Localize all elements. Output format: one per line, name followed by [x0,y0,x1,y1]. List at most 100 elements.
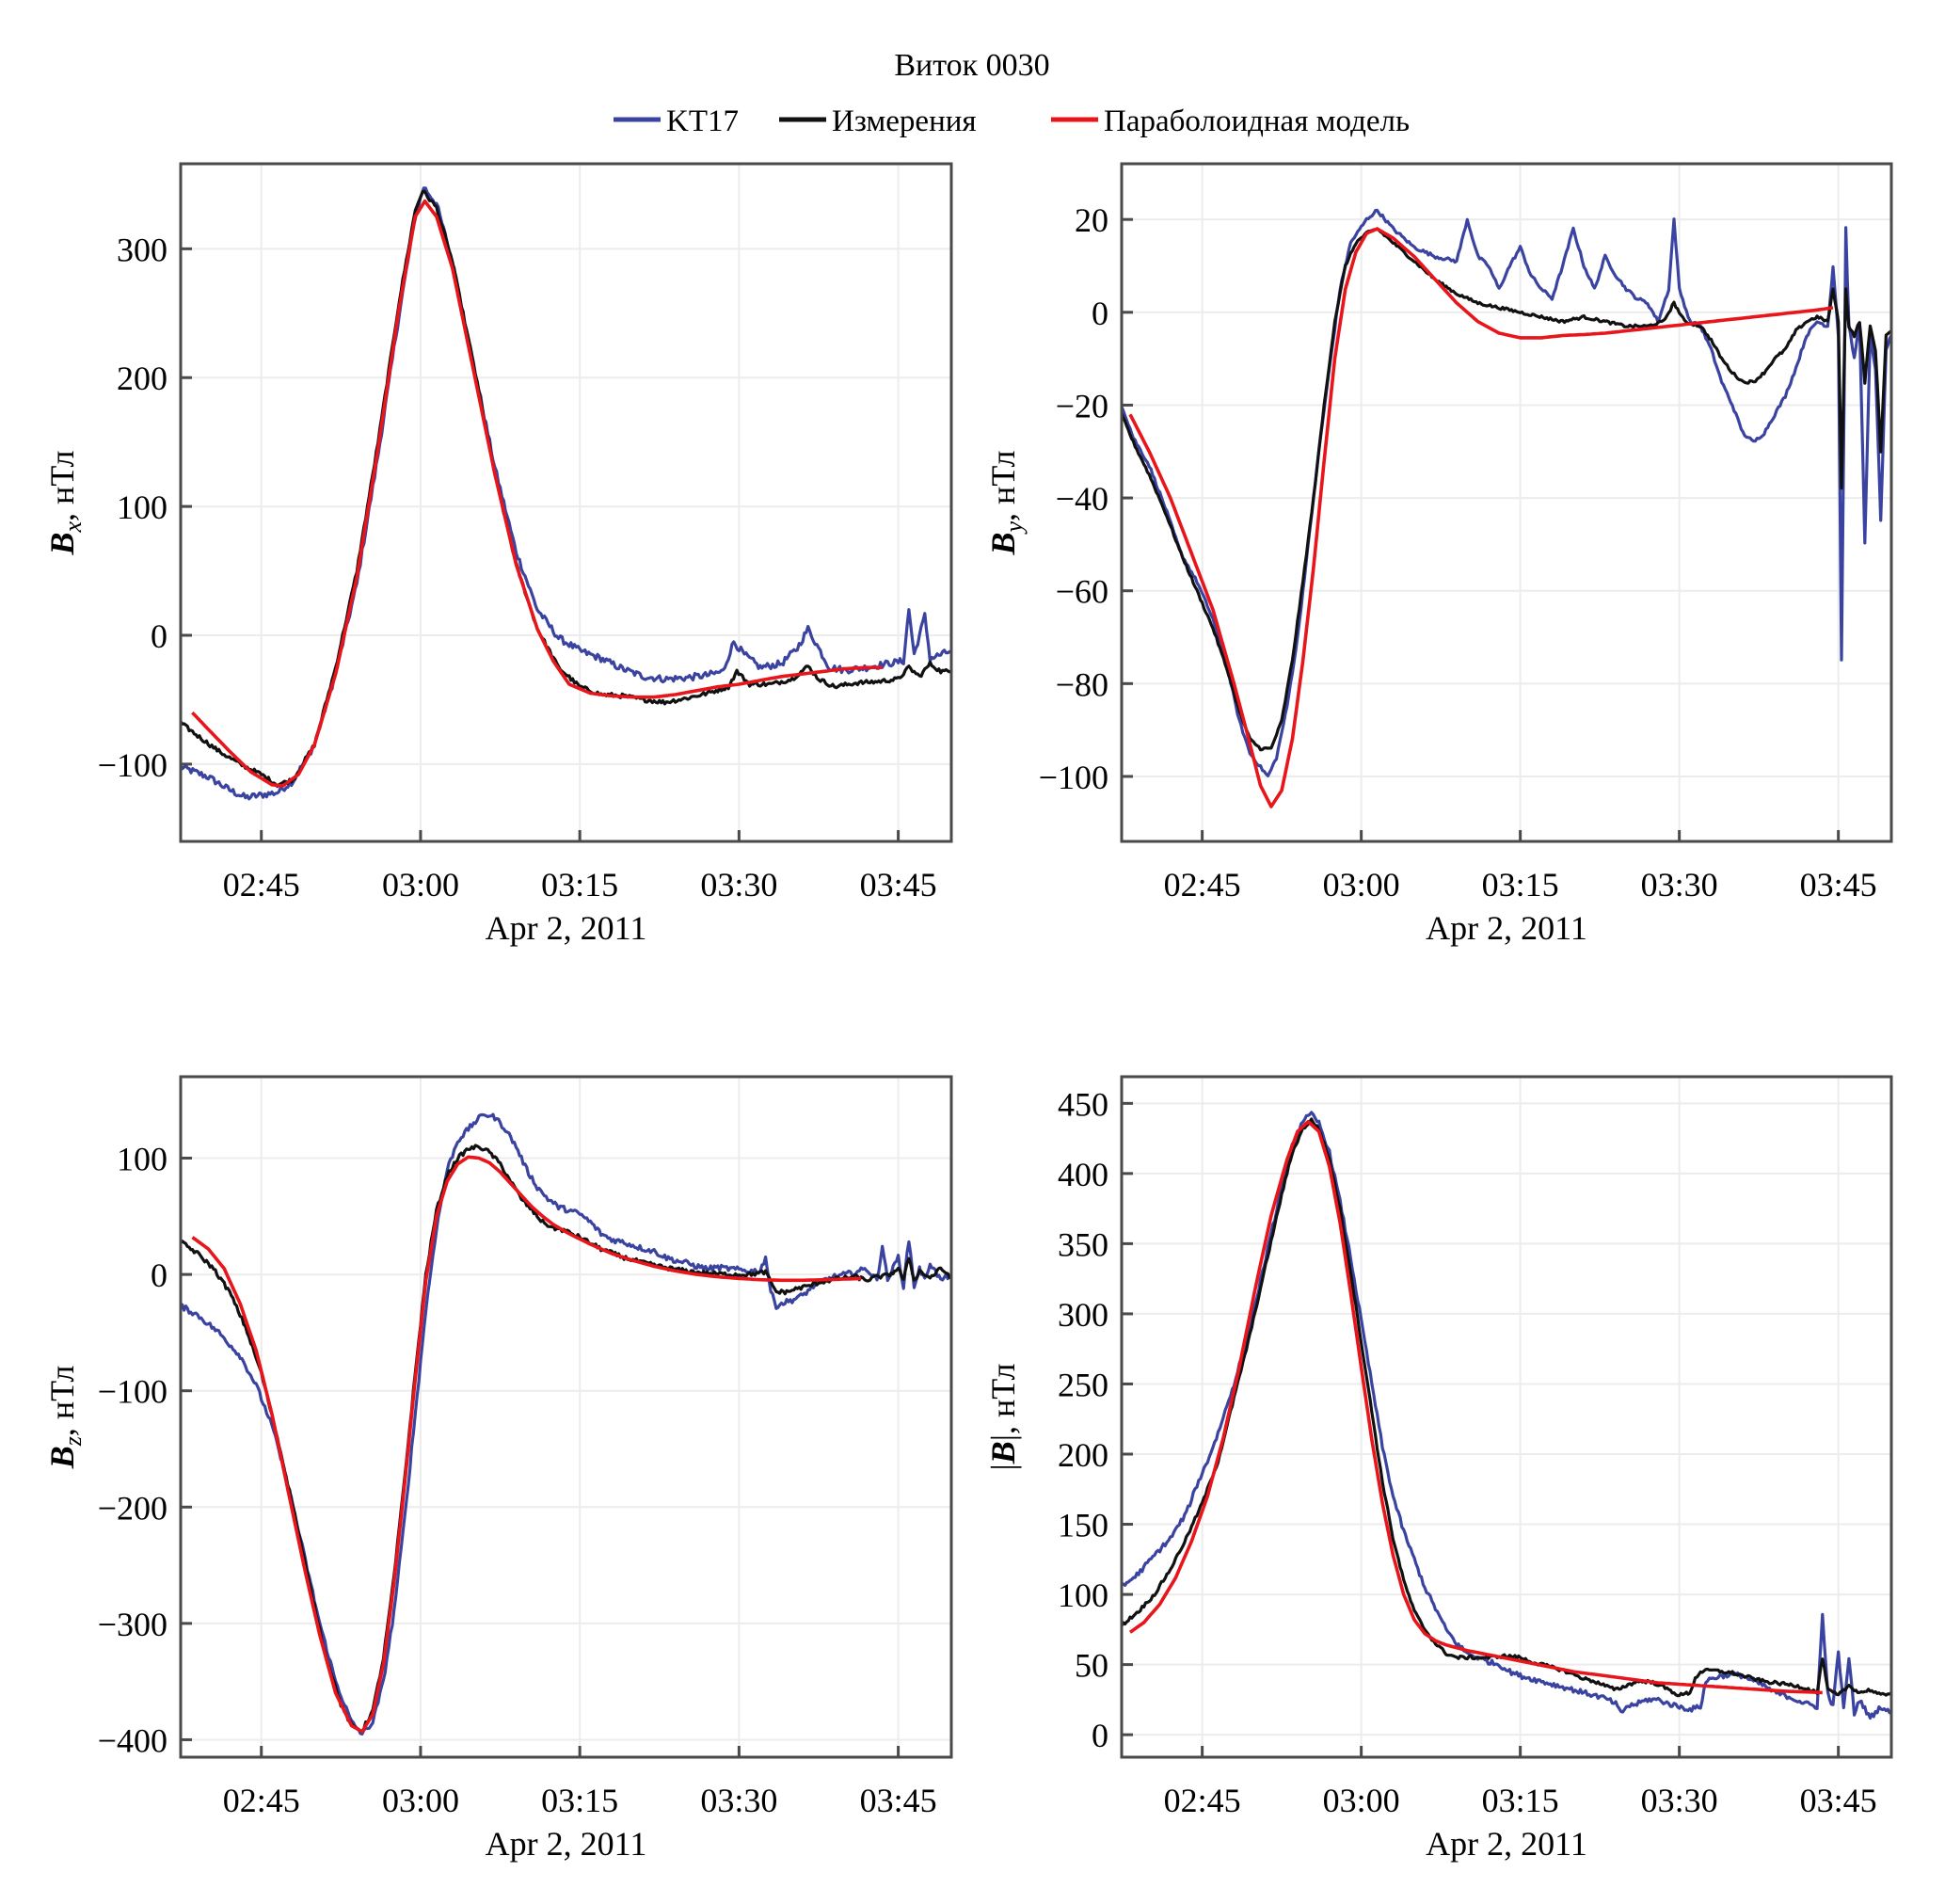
x-tick-label: 03:45 [860,866,937,904]
series-group [181,186,951,801]
x-axis-label: Apr 2, 2011 [486,1825,647,1863]
y-label-symbol: B [43,532,81,555]
y-label-subscript: y [1000,520,1028,535]
y-tick-label: 100 [1058,1576,1108,1614]
series-line-paraboloid-model [191,1155,862,1734]
panel-by: 02:45 03:00 03:15 03:30 03:45 Apr 2, 2011 −100… [984,162,1893,947]
y-tick-label: 0 [1092,295,1108,332]
series-line-paraboloid-model [1128,227,1834,808]
plot-frame [179,162,953,843]
y-tick-label: −40 [1056,480,1108,518]
legend-item: Параболоидная модель [1051,104,1410,138]
x-tick-label: 03:15 [1482,866,1559,904]
y-tick-label: 100 [117,488,167,526]
y-tick-label: −100 [98,1373,167,1411]
y-tick-label: −60 [1056,573,1108,611]
y-tick-label: −300 [98,1606,167,1643]
y-tick-label: 200 [117,360,167,397]
y-tick-label: −400 [98,1721,167,1759]
y-axis-label: |B|, нТл [984,1364,1022,1471]
series-line-paraboloid-model [1128,1119,1823,1695]
y-axis-label: By, нТл [984,450,1028,555]
y-label-symbol: B [984,532,1022,555]
y-label-symbol: B [984,1441,1022,1464]
y-label-subscript: z [59,1436,87,1447]
legend: KT17 Измерения Параболоидная модель [614,104,1410,138]
y-label-bar: | [984,1434,1022,1441]
grid [1122,164,1891,841]
y-label-unit: , нТл [43,1366,81,1436]
plot-frame [1120,162,1893,843]
y-tick-label: 350 [1058,1225,1108,1263]
y-tick-label: −20 [1056,387,1108,424]
y-tick-label: 300 [117,231,167,268]
y-tick-label: −200 [98,1489,167,1527]
series-line-measurements [1122,1117,1891,1698]
grid [181,1077,951,1757]
x-tick-label: 02:45 [1164,866,1241,904]
y-tick-label: 300 [1058,1296,1108,1334]
legend-label: Измерения [832,104,977,138]
x-tick-label: 03:00 [1323,866,1400,904]
y-tick-label: 0 [151,1256,167,1294]
y-label-unit: , нТл [43,450,81,520]
x-tick-label: 02:45 [1164,1782,1241,1819]
y-tick-label: 50 [1075,1647,1108,1685]
y-tick-label: 450 [1058,1085,1108,1123]
y-tick-label: 100 [117,1141,167,1178]
legend-label: KT17 [666,104,739,138]
y-label-bar: | [984,1464,1022,1470]
y-tick-label: −100 [98,746,167,784]
x-tick-label: 03:45 [1800,866,1877,904]
y-tick-label: −100 [1039,759,1108,796]
x-tick-label: 03:00 [382,1782,459,1819]
series-group [1122,208,1891,808]
x-tick-label: 03:30 [700,1782,777,1819]
x-tick-label: 03:00 [1323,1782,1400,1819]
y-label-subscript: x [59,520,87,533]
series-line-paraboloid-model [191,199,883,788]
series-line-measurements [181,189,951,789]
series-line-kt17 [181,1112,951,1736]
series-line-kt17 [1122,1111,1891,1720]
x-tick-label: 02:45 [223,866,300,904]
y-tick-label: 0 [151,617,167,655]
y-tick-label: 150 [1058,1507,1108,1544]
x-tick-label: 03:30 [700,866,777,904]
series-line-measurements [1122,227,1891,752]
y-label-unit: , нТл [984,450,1022,520]
y-tick-label: 400 [1058,1156,1108,1193]
y-tick-label: 250 [1058,1366,1108,1403]
x-tick-label: 03:45 [1800,1782,1877,1819]
series-group [181,1112,951,1736]
x-tick-label: 03:30 [1641,866,1718,904]
x-axis-label: Apr 2, 2011 [1426,909,1587,947]
series-group [1122,1111,1891,1720]
x-tick-label: 03:30 [1641,1782,1718,1819]
y-tick-label: 200 [1058,1436,1108,1474]
y-tick-label: −80 [1056,665,1108,703]
panel-babs: 02:45 03:00 03:15 03:30 03:45 Apr 2, 2011 0 50 1… [984,1075,1893,1863]
x-tick-label: 03:15 [541,1782,618,1819]
y-tick-label: 20 [1075,201,1108,239]
x-axis-label: Apr 2, 2011 [1426,1825,1587,1863]
series-line-kt17 [181,186,951,801]
x-tick-label: 03:45 [860,1782,937,1819]
grid [1122,1077,1891,1757]
y-axis-label: Bz, нТл [43,1366,87,1470]
y-label-unit: , нТл [984,1364,1022,1434]
legend-item: KT17 [614,104,739,138]
series-line-kt17 [1122,208,1891,778]
panel-bz: 02:45 03:00 03:15 03:30 03:45 Apr 2, 2011 −400… [43,1075,953,1863]
y-axis-label: Bx, нТл [43,450,87,555]
x-axis-label: Apr 2, 2011 [486,909,647,947]
plot-frame [1120,1075,1893,1759]
y-tick-label: 0 [1092,1717,1108,1754]
legend-item: Измерения [779,104,977,138]
plot-frame [179,1075,953,1759]
x-tick-label: 03:15 [541,866,618,904]
panel-bx: 02:45 03:00 03:15 03:30 03:45 Apr 2, 2011 −100… [43,162,953,947]
x-tick-label: 03:00 [382,866,459,904]
x-tick-label: 02:45 [223,1782,300,1819]
